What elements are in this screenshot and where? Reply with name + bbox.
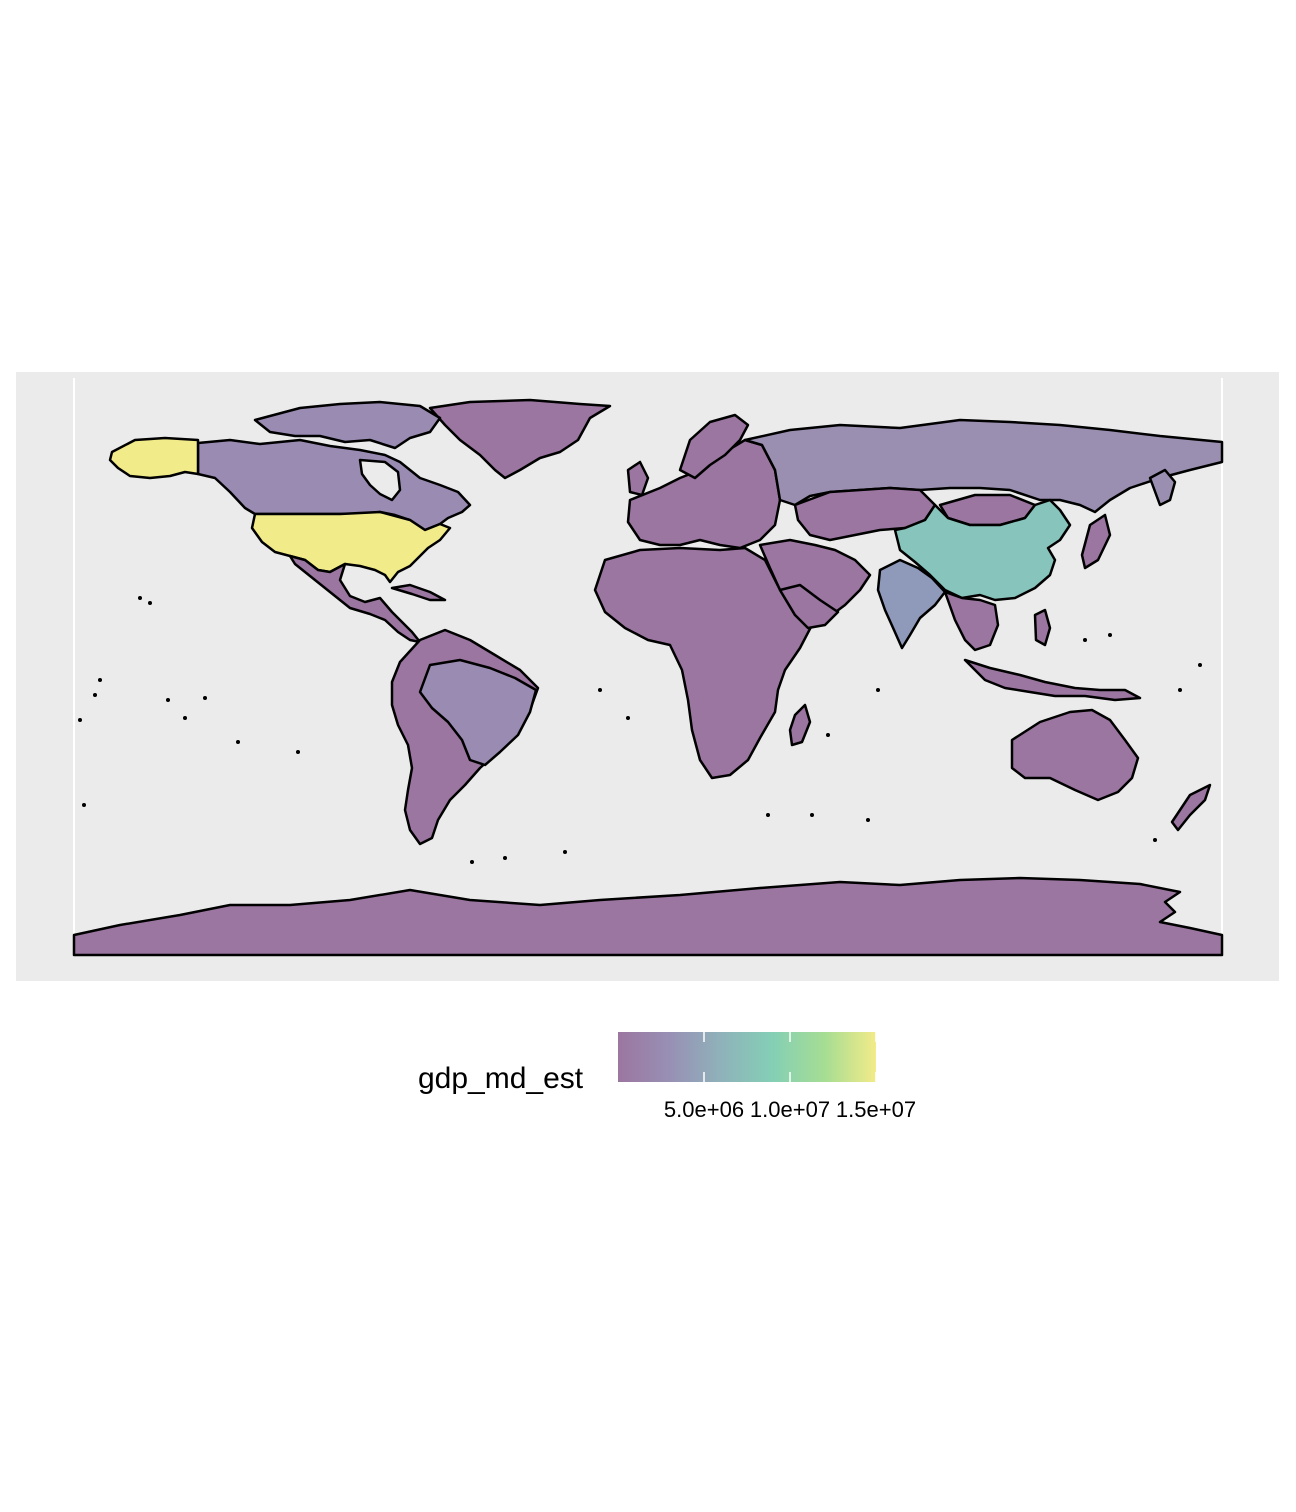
region-australia bbox=[1010, 708, 1140, 802]
legend: gdp_md_est 5.0e+06 1.0e+07 1.5e+07 bbox=[418, 1032, 916, 1122]
legend-title: gdp_md_est bbox=[418, 1062, 584, 1095]
region-uk bbox=[626, 460, 650, 497]
region-africa bbox=[593, 546, 814, 780]
region-canada-islands bbox=[253, 400, 442, 450]
legend-tick-label: 1.0e+07 bbox=[750, 1097, 830, 1122]
region-mexico-central-america bbox=[288, 554, 422, 644]
region-greenland bbox=[428, 398, 612, 480]
region-madagascar bbox=[788, 703, 812, 747]
region-caribbean bbox=[390, 583, 447, 602]
legend-tick-label: 5.0e+06 bbox=[664, 1097, 744, 1122]
region-china bbox=[893, 498, 1072, 602]
region-canada bbox=[196, 438, 472, 532]
region-arabia bbox=[778, 583, 840, 630]
region-new-zealand bbox=[1170, 783, 1212, 832]
region-scandinavia bbox=[678, 413, 750, 480]
region-southeast-asia bbox=[943, 590, 1000, 652]
island-dots bbox=[78, 596, 1202, 864]
region-alaska bbox=[108, 436, 200, 480]
country-layer bbox=[72, 398, 1224, 957]
legend-ticks: 5.0e+06 1.0e+07 1.5e+07 bbox=[664, 1032, 916, 1122]
legend-tick-label: 1.5e+07 bbox=[836, 1097, 916, 1122]
region-indonesia bbox=[963, 658, 1142, 702]
region-hudson-bay bbox=[358, 458, 402, 502]
region-kamchatka bbox=[1148, 468, 1177, 507]
region-antarctica bbox=[72, 876, 1224, 957]
legend-colorbar bbox=[618, 1032, 876, 1082]
region-india bbox=[876, 558, 947, 650]
region-japan bbox=[1080, 513, 1112, 570]
region-brazil bbox=[418, 658, 538, 767]
region-philippines bbox=[1033, 608, 1052, 647]
